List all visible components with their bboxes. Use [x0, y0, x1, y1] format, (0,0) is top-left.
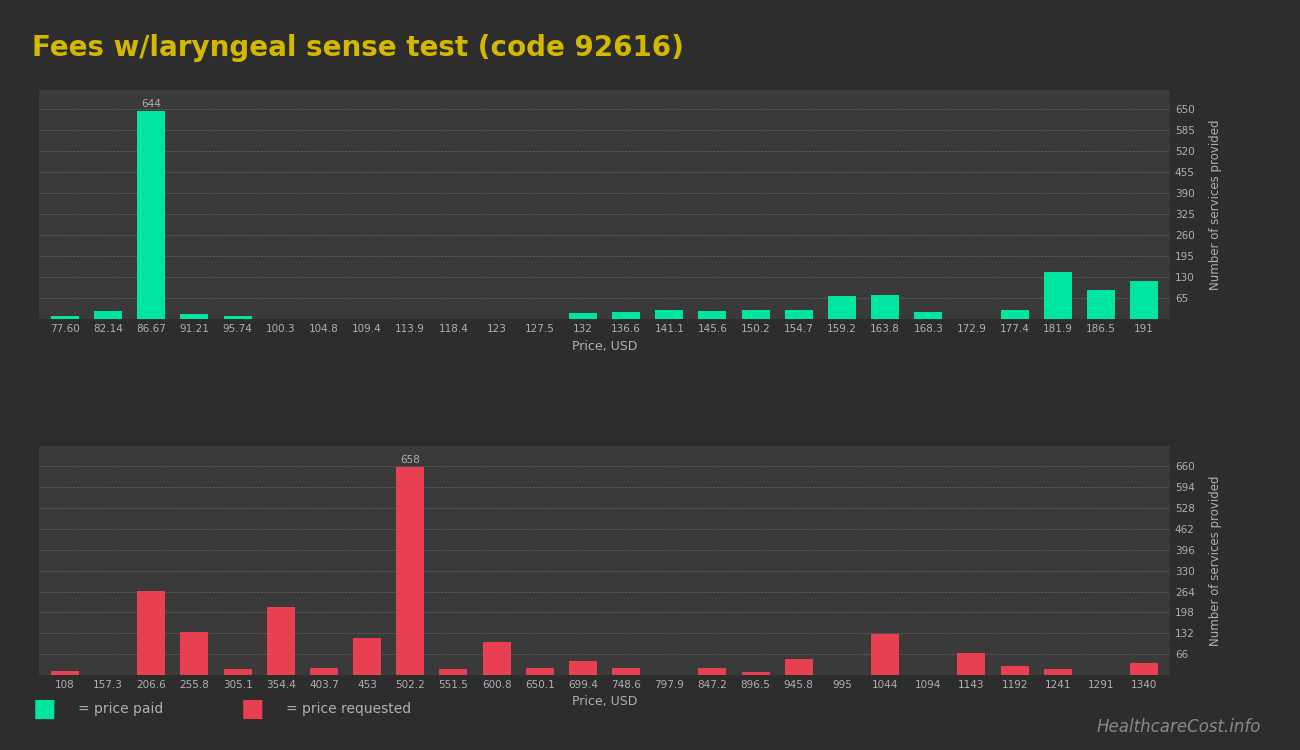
- Bar: [1044, 669, 1071, 675]
- Bar: [1130, 663, 1158, 675]
- Bar: [525, 668, 554, 675]
- Bar: [266, 607, 295, 675]
- Text: 644: 644: [142, 99, 161, 109]
- Bar: [181, 632, 208, 675]
- Bar: [569, 313, 597, 320]
- Text: 658: 658: [400, 454, 420, 464]
- Bar: [1001, 310, 1028, 320]
- Y-axis label: Number of services provided: Number of services provided: [1209, 475, 1222, 646]
- X-axis label: Price, USD: Price, USD: [572, 695, 637, 709]
- Bar: [224, 669, 252, 675]
- Bar: [655, 310, 684, 320]
- Text: = price paid: = price paid: [78, 702, 164, 715]
- Bar: [871, 634, 900, 675]
- Bar: [181, 314, 208, 320]
- Bar: [1044, 272, 1071, 320]
- Bar: [741, 672, 770, 675]
- Bar: [698, 668, 727, 675]
- Bar: [1130, 281, 1158, 320]
- Bar: [224, 316, 252, 320]
- Bar: [698, 311, 727, 320]
- Bar: [957, 653, 985, 675]
- Bar: [612, 312, 640, 320]
- Bar: [828, 296, 855, 320]
- Text: ■: ■: [240, 697, 264, 721]
- Bar: [785, 310, 812, 320]
- Bar: [914, 312, 942, 320]
- Bar: [785, 659, 812, 675]
- Bar: [138, 591, 165, 675]
- Bar: [138, 111, 165, 320]
- Bar: [1001, 666, 1028, 675]
- Text: ■: ■: [32, 697, 56, 721]
- Bar: [482, 642, 511, 675]
- Bar: [1087, 290, 1115, 320]
- X-axis label: Price, USD: Price, USD: [572, 340, 637, 352]
- Bar: [51, 671, 79, 675]
- Y-axis label: Number of services provided: Number of services provided: [1209, 119, 1222, 290]
- Bar: [871, 296, 900, 320]
- Text: Fees w/laryngeal sense test (code 92616): Fees w/laryngeal sense test (code 92616): [32, 34, 684, 62]
- Text: HealthcareCost.info: HealthcareCost.info: [1097, 718, 1261, 736]
- Bar: [439, 669, 468, 675]
- Bar: [354, 638, 381, 675]
- Bar: [741, 310, 770, 320]
- Bar: [396, 467, 424, 675]
- Bar: [612, 668, 640, 675]
- Bar: [309, 668, 338, 675]
- Bar: [51, 316, 79, 320]
- Text: = price requested: = price requested: [286, 702, 411, 715]
- Bar: [569, 661, 597, 675]
- Bar: [94, 311, 122, 320]
